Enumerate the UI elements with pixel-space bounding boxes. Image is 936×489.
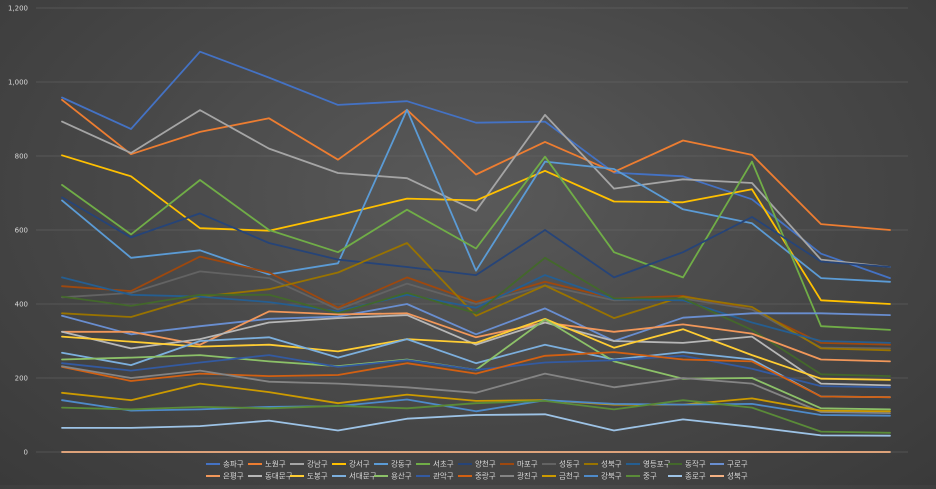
legend-item: 서대문구	[332, 472, 377, 481]
legend-label: 서대문구	[349, 472, 377, 481]
series-line	[61, 196, 891, 279]
legend-label: 구로구	[727, 460, 748, 469]
legend-item: 관악구	[416, 471, 454, 481]
legend-label: 관악구	[433, 471, 454, 481]
legend-item: 노원구	[248, 460, 286, 469]
legend-item: 용산구	[374, 471, 412, 481]
y-tick-label: 800	[15, 153, 28, 161]
legend-label: 영등포구	[643, 459, 671, 469]
series-line	[61, 354, 891, 389]
legend-label: 중구	[643, 472, 657, 481]
legend-item: 서초구	[416, 460, 454, 469]
legend-item: 중랑구	[458, 472, 496, 481]
series-line	[61, 98, 891, 231]
series-line	[61, 382, 891, 413]
series-line	[61, 336, 891, 399]
legend-label: 노원구	[265, 460, 286, 469]
legend-item: 금천구	[542, 471, 580, 481]
legend-label: 중랑구	[475, 472, 496, 481]
legend-item: 송파구	[206, 460, 244, 469]
series-line	[61, 365, 891, 415]
legend-item: 양천구	[458, 459, 496, 469]
y-tick-label: 1,200	[8, 5, 28, 13]
legend-item: 강북구	[584, 471, 622, 481]
series-line	[61, 154, 891, 305]
legend-label: 성동구	[559, 460, 580, 469]
legend-label: 광진구	[517, 471, 538, 481]
legend-label: 강서구	[349, 459, 370, 469]
y-tick-label: 400	[15, 301, 28, 309]
series-line	[61, 314, 891, 387]
legend-label: 성북구	[601, 460, 622, 469]
legend-item: 종로구	[668, 472, 706, 481]
legend-label: 강남구	[307, 459, 328, 469]
legend-item: 마포구	[500, 460, 538, 469]
legend-item: 강동구	[374, 459, 412, 469]
legend-item: 동작구	[668, 459, 706, 469]
legend-item: 은평구	[206, 471, 244, 481]
series-line	[61, 398, 891, 417]
legend-item: 강남구	[290, 459, 328, 469]
legend-item: 성북구	[710, 472, 748, 481]
legend-label: 성북구	[727, 472, 748, 481]
legend-item: 광진구	[500, 471, 538, 481]
legend-item: 영등포구	[626, 459, 671, 469]
legend-label: 마포구	[517, 460, 538, 469]
y-tick-label: 200	[15, 375, 28, 383]
series-line	[61, 413, 891, 437]
y-tick-label: 1,000	[8, 79, 28, 87]
series-line	[61, 108, 891, 283]
legend-item: 중구	[626, 472, 657, 481]
legend-item: 성동구	[542, 460, 580, 469]
series-line	[61, 155, 891, 331]
series-line	[61, 317, 891, 381]
y-tick-label: 0	[24, 449, 28, 457]
series-line	[61, 310, 891, 363]
legend-label: 양천구	[475, 459, 496, 469]
legend-label: 동작구	[685, 459, 706, 469]
legend-label: 종로구	[685, 472, 706, 481]
grid-layer	[36, 7, 908, 453]
y-axis-ticks: 0 200 400 600 800 1,000 1,200	[8, 5, 28, 457]
legend-label: 용산구	[391, 471, 412, 481]
series-line	[61, 399, 891, 434]
legend-item: 동대문구	[248, 472, 293, 481]
legend-label: 도봉구	[307, 472, 328, 481]
legend-item: 성북구	[584, 460, 622, 469]
legend-item: 구로구	[710, 460, 748, 469]
legend-item: 도봉구	[290, 472, 328, 481]
legend-label: 강동구	[391, 459, 412, 469]
legend-label: 서초구	[433, 460, 454, 469]
legend-item: 강서구	[332, 459, 370, 469]
series-line	[61, 256, 891, 378]
legend: 송파구 노원구 강남구 강서구 강동구 서초구 양천구 마포구 성동구 성북구 영등포구 동작구 구로구…	[206, 459, 748, 481]
series-line	[61, 351, 891, 399]
legend-label: 송파구	[223, 460, 244, 469]
legend-label: 강북구	[601, 471, 622, 481]
legend-label: 동대문구	[265, 472, 293, 481]
legend-label: 금천구	[559, 471, 580, 481]
series-line	[61, 303, 891, 342]
legend-label: 은평구	[223, 471, 244, 481]
series-line	[61, 274, 891, 344]
series-line	[61, 270, 891, 350]
y-tick-label: 600	[15, 227, 28, 235]
series-line	[61, 50, 891, 280]
series-layer	[61, 50, 891, 453]
series-line	[61, 109, 891, 268]
